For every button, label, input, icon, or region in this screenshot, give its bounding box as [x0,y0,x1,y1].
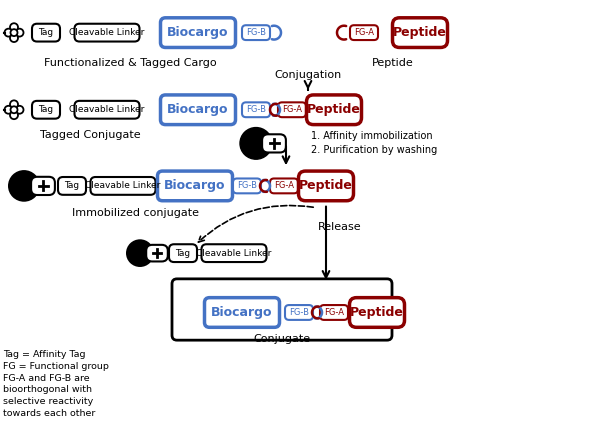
Circle shape [10,111,18,119]
FancyBboxPatch shape [350,25,378,40]
FancyBboxPatch shape [169,244,197,262]
Text: FG-A: FG-A [274,181,294,191]
Text: Tag: Tag [38,28,54,37]
Text: Conjugation: Conjugation [274,70,342,80]
FancyBboxPatch shape [233,178,261,193]
Circle shape [15,29,24,37]
Text: Conjugate: Conjugate [254,334,310,344]
FancyBboxPatch shape [204,298,280,327]
FancyBboxPatch shape [307,95,362,125]
FancyBboxPatch shape [74,24,139,41]
FancyBboxPatch shape [320,305,348,320]
Text: FG-B: FG-B [246,28,266,37]
Text: Biocargo: Biocargo [211,306,273,319]
Text: Peptide: Peptide [393,26,447,39]
Circle shape [10,23,18,31]
FancyBboxPatch shape [161,95,235,125]
Text: Functionalized & Tagged Cargo: Functionalized & Tagged Cargo [44,58,216,68]
FancyBboxPatch shape [32,101,60,119]
Text: Peptide: Peptide [307,103,361,116]
Text: Tag: Tag [64,181,80,191]
Circle shape [11,29,18,36]
FancyBboxPatch shape [58,177,86,195]
FancyBboxPatch shape [285,305,313,320]
Circle shape [8,170,40,202]
Text: Release: Release [318,222,362,232]
FancyBboxPatch shape [278,102,306,117]
FancyBboxPatch shape [161,18,235,48]
Text: Peptide: Peptide [350,306,404,319]
FancyBboxPatch shape [157,171,232,201]
Circle shape [5,29,12,37]
Text: FG-A: FG-A [354,28,374,37]
Text: Tag = Affinity Tag
FG = Functional group
FG-A and FG-B are
bioorthogonal with
se: Tag = Affinity Tag FG = Functional group… [3,350,109,418]
FancyBboxPatch shape [392,18,447,48]
Text: Tag: Tag [176,249,190,258]
Text: Peptide: Peptide [372,58,414,68]
Circle shape [240,128,272,159]
Text: Tagged Conjugate: Tagged Conjugate [40,129,140,140]
Circle shape [11,106,18,113]
FancyBboxPatch shape [262,134,286,153]
FancyBboxPatch shape [242,102,270,117]
Circle shape [15,106,24,114]
FancyBboxPatch shape [270,178,298,193]
Text: FG-A: FG-A [324,308,344,317]
Circle shape [10,34,18,42]
Text: FG-A: FG-A [282,105,302,114]
Text: Cleavable Linker: Cleavable Linker [69,28,145,37]
FancyBboxPatch shape [202,244,267,262]
FancyBboxPatch shape [31,177,55,195]
FancyBboxPatch shape [74,101,139,119]
Text: FG-B: FG-B [237,181,257,191]
Text: Tag: Tag [38,105,54,114]
Text: Biocargo: Biocargo [167,103,229,116]
Text: Cleavable Linker: Cleavable Linker [69,105,145,114]
FancyBboxPatch shape [32,24,60,41]
FancyBboxPatch shape [146,245,168,262]
FancyBboxPatch shape [90,177,155,195]
Text: Cleavable Linker: Cleavable Linker [85,181,161,191]
FancyBboxPatch shape [298,171,353,201]
Text: Cleavable Linker: Cleavable Linker [196,249,272,258]
FancyBboxPatch shape [349,298,404,327]
Text: Biocargo: Biocargo [164,179,226,192]
Circle shape [126,239,154,267]
FancyBboxPatch shape [242,25,270,40]
Text: Biocargo: Biocargo [167,26,229,39]
Text: Immobilized conjugate: Immobilized conjugate [72,208,199,218]
Circle shape [10,100,18,108]
FancyBboxPatch shape [172,279,392,340]
Text: 2. Purification by washing: 2. Purification by washing [311,145,437,155]
Text: FG-B: FG-B [289,308,309,317]
Text: Peptide: Peptide [299,179,353,192]
Text: 1. Affinity immobilization: 1. Affinity immobilization [311,132,433,141]
Circle shape [5,106,12,114]
Text: FG-B: FG-B [246,105,266,114]
